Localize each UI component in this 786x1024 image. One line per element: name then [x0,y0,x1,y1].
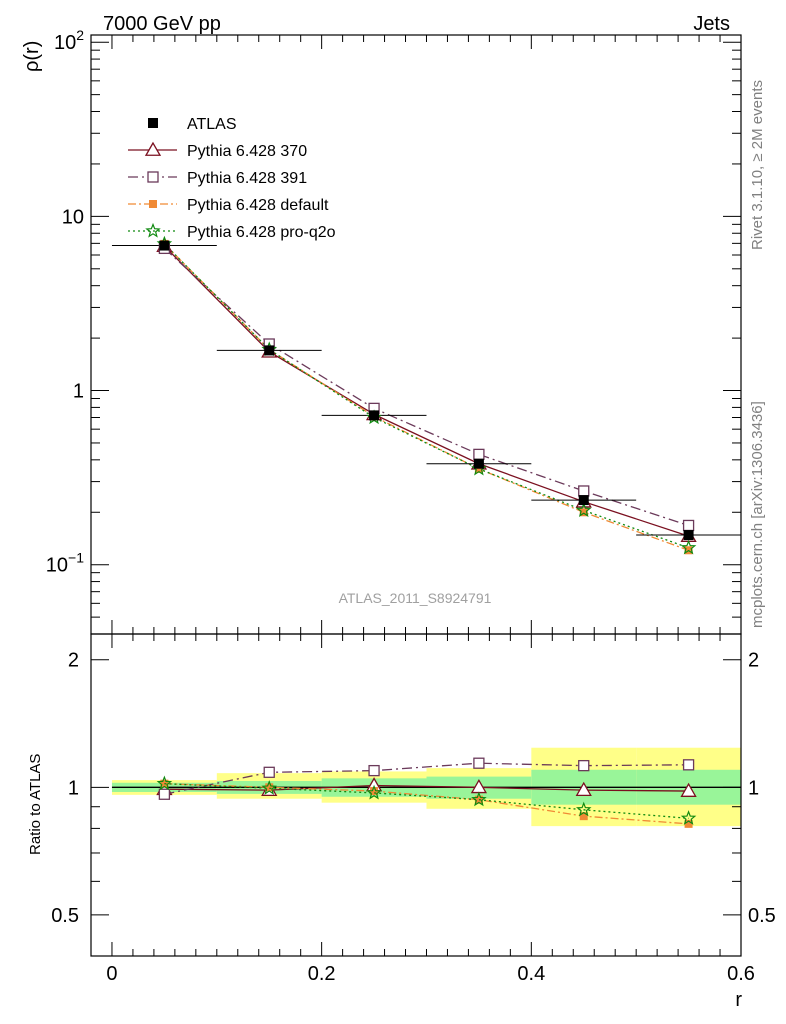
series-marker [682,519,695,532]
series-marker [680,539,697,555]
ratio-y-axis-title: Ratio to ATLAS [27,754,44,855]
ratio-marker [473,757,485,769]
series-marker [579,508,588,517]
mcplots-label: mcplots.cern.ch [arXiv:1306.3436] [749,401,766,628]
rivet-label: Rivet 3.1.10, ≥ 2M events [749,80,766,250]
x-tick-label: 0 [106,963,117,985]
series-marker [474,464,483,473]
ratio-marker [680,810,697,825]
series-line [163,247,689,527]
data-point [369,410,380,421]
series-line [163,243,689,549]
ratio-marker [370,787,379,796]
ratio-marker [366,784,382,800]
series-marker [578,485,590,497]
series-marker [575,502,592,518]
y-tick-label: 1 [73,381,84,403]
ratio-marker [261,780,277,795]
ratio-marker [682,759,695,771]
ratio-series-line [164,784,689,792]
y-tick-label: 10 [62,206,84,228]
ratio-marker [578,759,590,772]
x-axis-title: r [735,989,742,1011]
legend-label: ATLAS [187,116,237,133]
ratio-panel [111,747,741,828]
ratio-marker [263,766,275,778]
x-tick-label: 0.2 [308,963,336,985]
data-point [473,458,484,469]
legend-marker [148,118,158,128]
x-tick-label: 0.6 [727,963,755,985]
y-tick-label: 102 [54,27,84,54]
header-right: Jets [693,13,730,35]
ratio-marker [471,791,487,807]
ratio-y-tick-label-right: 1 [748,777,759,799]
ratio-marker [474,795,483,804]
series-marker [473,448,485,461]
ratio-frame [90,633,742,957]
legend-label: Pythia 6.428 391 [187,170,307,187]
top-y-axis-title: ρ(r) [21,41,43,72]
analysis-watermark: ATLAS_2011_S8924791 [339,590,492,606]
ratio-y-tick-label: 1 [68,777,79,799]
legend-label: Pythia 6.428 default [187,197,329,214]
ratio-marker [368,764,380,777]
ratio-marker [684,819,693,828]
legend-marker [149,200,157,208]
series-line [163,245,689,537]
legend-marker [147,171,159,183]
plot-frames: 0 0.2 0.4 0.6 102 10 1 10−1 0.5 0.5 1 1 2 2 [46,27,776,985]
ratio-marker [575,781,592,797]
legend-label: Pythia 6.428 370 [187,143,307,160]
legend-marker [144,141,162,156]
main-panel [111,235,741,555]
header-left: 7000 GeV pp [103,13,221,35]
data-point [159,240,170,251]
ratio-y-tick-label-right: 2 [748,650,759,672]
ratio-marker [680,782,697,797]
ratio-y-tick-label: 0.5 [51,905,79,927]
ratio-marker [579,812,588,821]
y-tick-label: 10−1 [46,550,84,577]
ratio-marker [575,801,592,817]
ratio-y-tick-label: 2 [68,650,79,672]
x-tick-label: 0.4 [517,963,545,985]
ratio-marker [158,788,171,800]
ratio-series-line [164,762,689,795]
ratio-marker [156,775,173,791]
series-line [163,243,689,551]
legend: ATLAS Pythia 6.428 370 Pythia 6.428 391 Pyt… [128,116,336,241]
ratio-marker [265,783,274,792]
data-point [683,530,694,541]
data-point [264,345,275,356]
legend-marker [145,222,161,238]
data-point [578,495,589,506]
ratio-series-line [164,783,689,825]
ratio-y-tick-label-right: 0.5 [748,905,776,927]
legend-label: Pythia 6.428 pro-q2o [187,224,336,241]
